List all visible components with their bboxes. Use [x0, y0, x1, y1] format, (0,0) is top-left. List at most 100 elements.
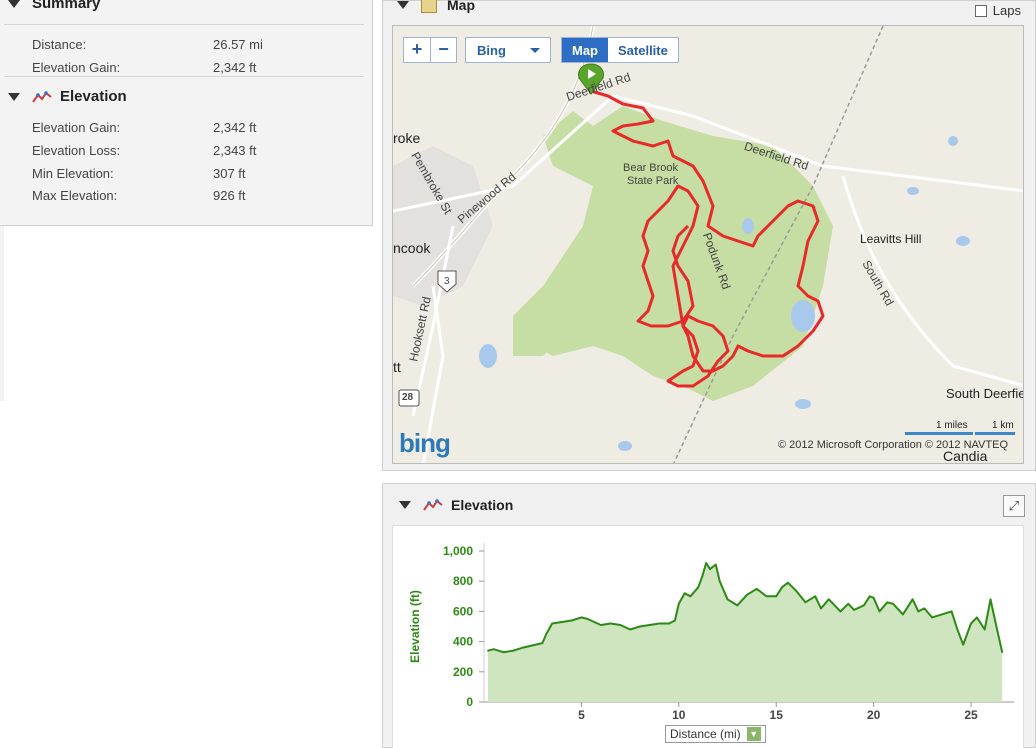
elevation-chart-icon	[423, 499, 443, 511]
bing-logo[interactable]: bing	[399, 428, 451, 458]
elevation-point	[600, 624, 602, 626]
elevation-point	[962, 643, 964, 646]
elevation-point	[492, 648, 495, 650]
elevation-point	[726, 598, 729, 601]
map-provider-select[interactable]: Bing	[465, 37, 551, 63]
elevation-point	[561, 621, 563, 623]
elevation-point	[639, 625, 641, 628]
elevation-point	[878, 610, 881, 613]
elevation-point	[522, 646, 524, 649]
laps-checkbox[interactable]	[974, 4, 987, 17]
elevation-point	[976, 616, 978, 619]
elevation-point	[609, 622, 612, 625]
road	[421, 285, 445, 463]
stat-label: Min Elevation:	[32, 166, 114, 181]
start-marker-icon	[578, 63, 604, 95]
summary-title: Summary	[32, 0, 101, 12]
elevation-section-header[interactable]: Elevation	[8, 88, 127, 105]
elevation-point	[697, 586, 700, 588]
stat-value: 926 ft	[213, 188, 246, 203]
collapse-triangle-icon[interactable]	[399, 501, 411, 509]
chevron-down-icon	[530, 48, 540, 53]
scale-bar-km	[975, 432, 1015, 435]
play-icon	[588, 69, 596, 79]
map-label: Candia	[943, 448, 988, 464]
elevation-point	[570, 619, 573, 622]
elevation-point	[917, 610, 920, 613]
zoom-controls: + −	[403, 37, 457, 63]
laps-label: Laps	[992, 3, 1021, 18]
stat-value: 2,342 ft	[213, 120, 257, 135]
stat-label: Elevation Gain:	[32, 120, 121, 135]
elevation-point	[853, 609, 855, 611]
elevation-point	[931, 616, 933, 619]
elevation-chart-panel: Elevation ⤢ 0 200 400 600 800 1,000 5 10 15 20 25 E…	[382, 483, 1036, 748]
elevation-point	[902, 613, 904, 616]
elevation-point	[911, 598, 914, 601]
elevation-point	[668, 622, 670, 625]
y-tick-label: 600	[453, 604, 473, 618]
map-canvas[interactable]: + − Bing Map Satellite Deerfield Rd Bear…	[392, 25, 1024, 464]
elevation-point	[970, 622, 972, 625]
elevation-area-fill	[487, 563, 1003, 702]
expand-button[interactable]: ⤢	[1003, 495, 1025, 517]
map-label: 28	[402, 392, 414, 403]
elevation-chart-title: Elevation	[451, 497, 514, 513]
zoom-out-button[interactable]: −	[430, 38, 456, 62]
summary-panel: Summary Distance: 26.57 mi Elevation Gai…	[0, 0, 373, 226]
x-tick-label: 10	[672, 708, 686, 722]
elevation-point	[586, 618, 589, 620]
x-axis-select[interactable]: Distance (mi) ▼	[665, 725, 766, 743]
road	[841, 175, 1023, 388]
map-icon	[421, 0, 437, 13]
elevation-point	[950, 610, 953, 613]
elevation-point	[833, 604, 836, 607]
map-copyright: © 2012 Microsoft Corporation © 2012 NAVT…	[778, 439, 1008, 451]
map-type-toggle: Map Satellite	[561, 37, 679, 63]
map-graphics	[393, 26, 1023, 463]
scale-label-miles: 1 miles	[936, 420, 968, 431]
elevation-point	[545, 633, 548, 635]
map-label: roke	[393, 130, 421, 146]
laps-toggle[interactable]: Laps	[974, 3, 1021, 18]
elevation-point	[531, 644, 534, 647]
elevation-point	[678, 603, 680, 605]
elevation-point	[755, 588, 758, 590]
summary-header[interactable]: Summary	[8, 0, 100, 12]
zoom-in-button[interactable]: +	[411, 39, 423, 59]
water	[479, 344, 497, 368]
elevation-point	[648, 624, 651, 626]
y-tick-label: 1,000	[443, 544, 473, 558]
stat-value: 2,343 ft	[213, 143, 257, 158]
elevation-chart-header[interactable]: Elevation	[399, 497, 513, 513]
map-type-map-button[interactable]: Map	[562, 38, 608, 62]
gps-route	[590, 89, 825, 388]
stat-label: Elevation Loss:	[32, 143, 121, 158]
map-type-satellite-button[interactable]: Satellite	[618, 43, 668, 58]
elevation-point	[487, 649, 489, 652]
map-title: Map	[447, 0, 475, 13]
collapse-triangle-icon[interactable]	[397, 1, 409, 9]
stat-value: 307 ft	[213, 166, 246, 181]
elevation-point	[868, 595, 871, 598]
elevation-chart[interactable]: 0 200 400 600 800 1,000 5 10 15 20 25 Elevation (ft…	[393, 526, 1025, 748]
stat-value: 26.57 mi	[213, 37, 263, 52]
town-area	[393, 146, 493, 306]
elevation-point	[787, 581, 789, 584]
x-axis-select-value: Distance (mi)	[670, 727, 741, 741]
x-tick-label: 5	[578, 708, 585, 722]
map-panel: Map Laps	[382, 0, 1036, 471]
stat-label: Distance:	[32, 37, 87, 52]
elevation-point	[629, 628, 631, 631]
elevation-point	[794, 589, 797, 592]
collapse-triangle-icon[interactable]	[8, 0, 20, 8]
elevation-point	[814, 595, 816, 598]
elevation-point	[775, 595, 777, 598]
elevation-point	[872, 597, 875, 599]
elevation-point	[551, 622, 553, 625]
elevation-point	[892, 603, 894, 605]
map-header[interactable]: Map	[397, 0, 475, 13]
scale-bar-miles	[905, 432, 973, 435]
water	[742, 218, 754, 234]
collapse-triangle-icon[interactable]	[8, 92, 20, 101]
